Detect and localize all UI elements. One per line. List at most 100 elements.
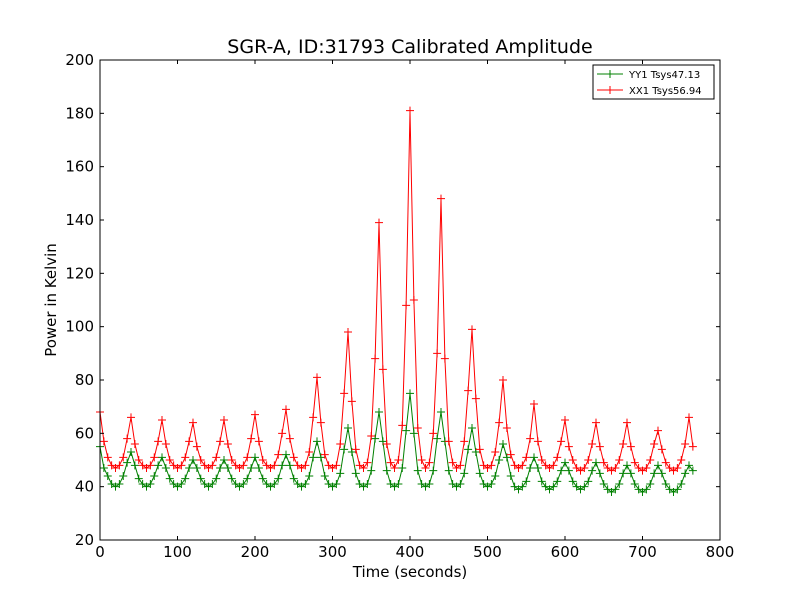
legend-item-1: YY1 Tsys47.13	[597, 70, 700, 81]
series-2	[96, 106, 697, 475]
data-point	[444, 437, 453, 446]
data-point	[437, 408, 445, 416]
data-point	[220, 456, 228, 464]
data-point	[650, 469, 659, 478]
data-point	[371, 354, 380, 363]
data-point	[127, 413, 135, 422]
y-tick-label: 20	[75, 531, 94, 549]
data-point	[437, 194, 445, 203]
data-point	[564, 442, 573, 451]
data-point	[115, 461, 124, 470]
data-point	[192, 442, 201, 451]
data-point	[309, 413, 318, 422]
data-point	[278, 461, 287, 470]
y-tick-label: 100	[65, 318, 94, 336]
series-line	[99, 393, 694, 493]
data-point	[158, 453, 166, 462]
data-point	[243, 453, 252, 462]
data-point	[557, 466, 566, 475]
y-tick-label: 140	[65, 211, 94, 229]
data-point	[185, 464, 194, 472]
data-point	[336, 440, 345, 448]
data-point	[258, 474, 267, 483]
data-point	[99, 464, 108, 472]
data-point	[673, 485, 682, 494]
data-point	[413, 466, 422, 475]
data-point	[685, 413, 693, 422]
data-point	[456, 480, 465, 488]
data-point	[661, 480, 670, 488]
data-point	[119, 472, 128, 480]
data-point	[549, 461, 558, 470]
data-point	[127, 448, 135, 456]
y-tick-label: 180	[65, 104, 94, 122]
x-tick-label: 600	[551, 543, 580, 561]
data-point	[282, 450, 290, 459]
data-point	[506, 450, 515, 459]
data-point	[216, 437, 225, 446]
data-point	[146, 461, 155, 470]
data-point	[158, 416, 166, 424]
data-point	[146, 480, 155, 488]
x-tick-label: 500	[473, 543, 502, 561]
data-point	[568, 456, 577, 464]
data-point	[460, 437, 469, 446]
data-point	[313, 373, 321, 382]
data-point	[212, 453, 221, 462]
data-point	[223, 464, 232, 472]
data-point	[99, 437, 108, 446]
data-point	[475, 445, 484, 454]
data-point	[258, 456, 267, 464]
data-point	[619, 440, 628, 448]
data-point	[630, 458, 639, 467]
y-tick-label: 120	[65, 264, 94, 282]
data-point	[561, 458, 569, 467]
data-point	[181, 453, 190, 462]
data-point	[464, 445, 473, 454]
data-point	[688, 442, 697, 451]
data-point	[208, 461, 217, 470]
data-point	[247, 464, 256, 472]
data-point	[305, 472, 314, 480]
data-point	[491, 448, 500, 456]
data-point	[227, 474, 236, 483]
data-point	[123, 458, 132, 467]
x-tick-label: 0	[95, 543, 105, 561]
data-point	[227, 456, 236, 464]
data-point	[177, 480, 186, 488]
data-point	[561, 416, 569, 424]
data-point	[134, 474, 143, 483]
data-point	[421, 464, 430, 472]
data-point	[254, 464, 263, 472]
data-point	[599, 480, 608, 488]
data-point	[522, 453, 531, 462]
data-point	[537, 477, 546, 486]
data-point	[456, 461, 465, 470]
data-point	[657, 445, 666, 454]
data-point	[386, 458, 395, 467]
data-point	[502, 424, 511, 432]
data-point	[398, 421, 407, 430]
legend-marker	[606, 70, 614, 78]
data-point	[402, 301, 411, 310]
data-point	[394, 456, 403, 464]
data-point	[340, 445, 349, 454]
y-tick-label: 160	[65, 158, 94, 176]
data-point	[289, 474, 298, 483]
data-point	[518, 461, 527, 470]
data-point	[642, 485, 651, 494]
data-point	[530, 400, 538, 408]
data-point	[460, 469, 469, 478]
data-point	[402, 426, 411, 435]
data-point	[309, 453, 318, 462]
data-point	[588, 440, 597, 448]
data-point	[642, 464, 651, 472]
y-tick-label: 200	[65, 51, 94, 69]
data-point	[285, 461, 294, 470]
data-point	[394, 480, 403, 488]
data-point	[506, 472, 515, 480]
data-point	[406, 106, 414, 115]
data-point	[518, 482, 527, 491]
